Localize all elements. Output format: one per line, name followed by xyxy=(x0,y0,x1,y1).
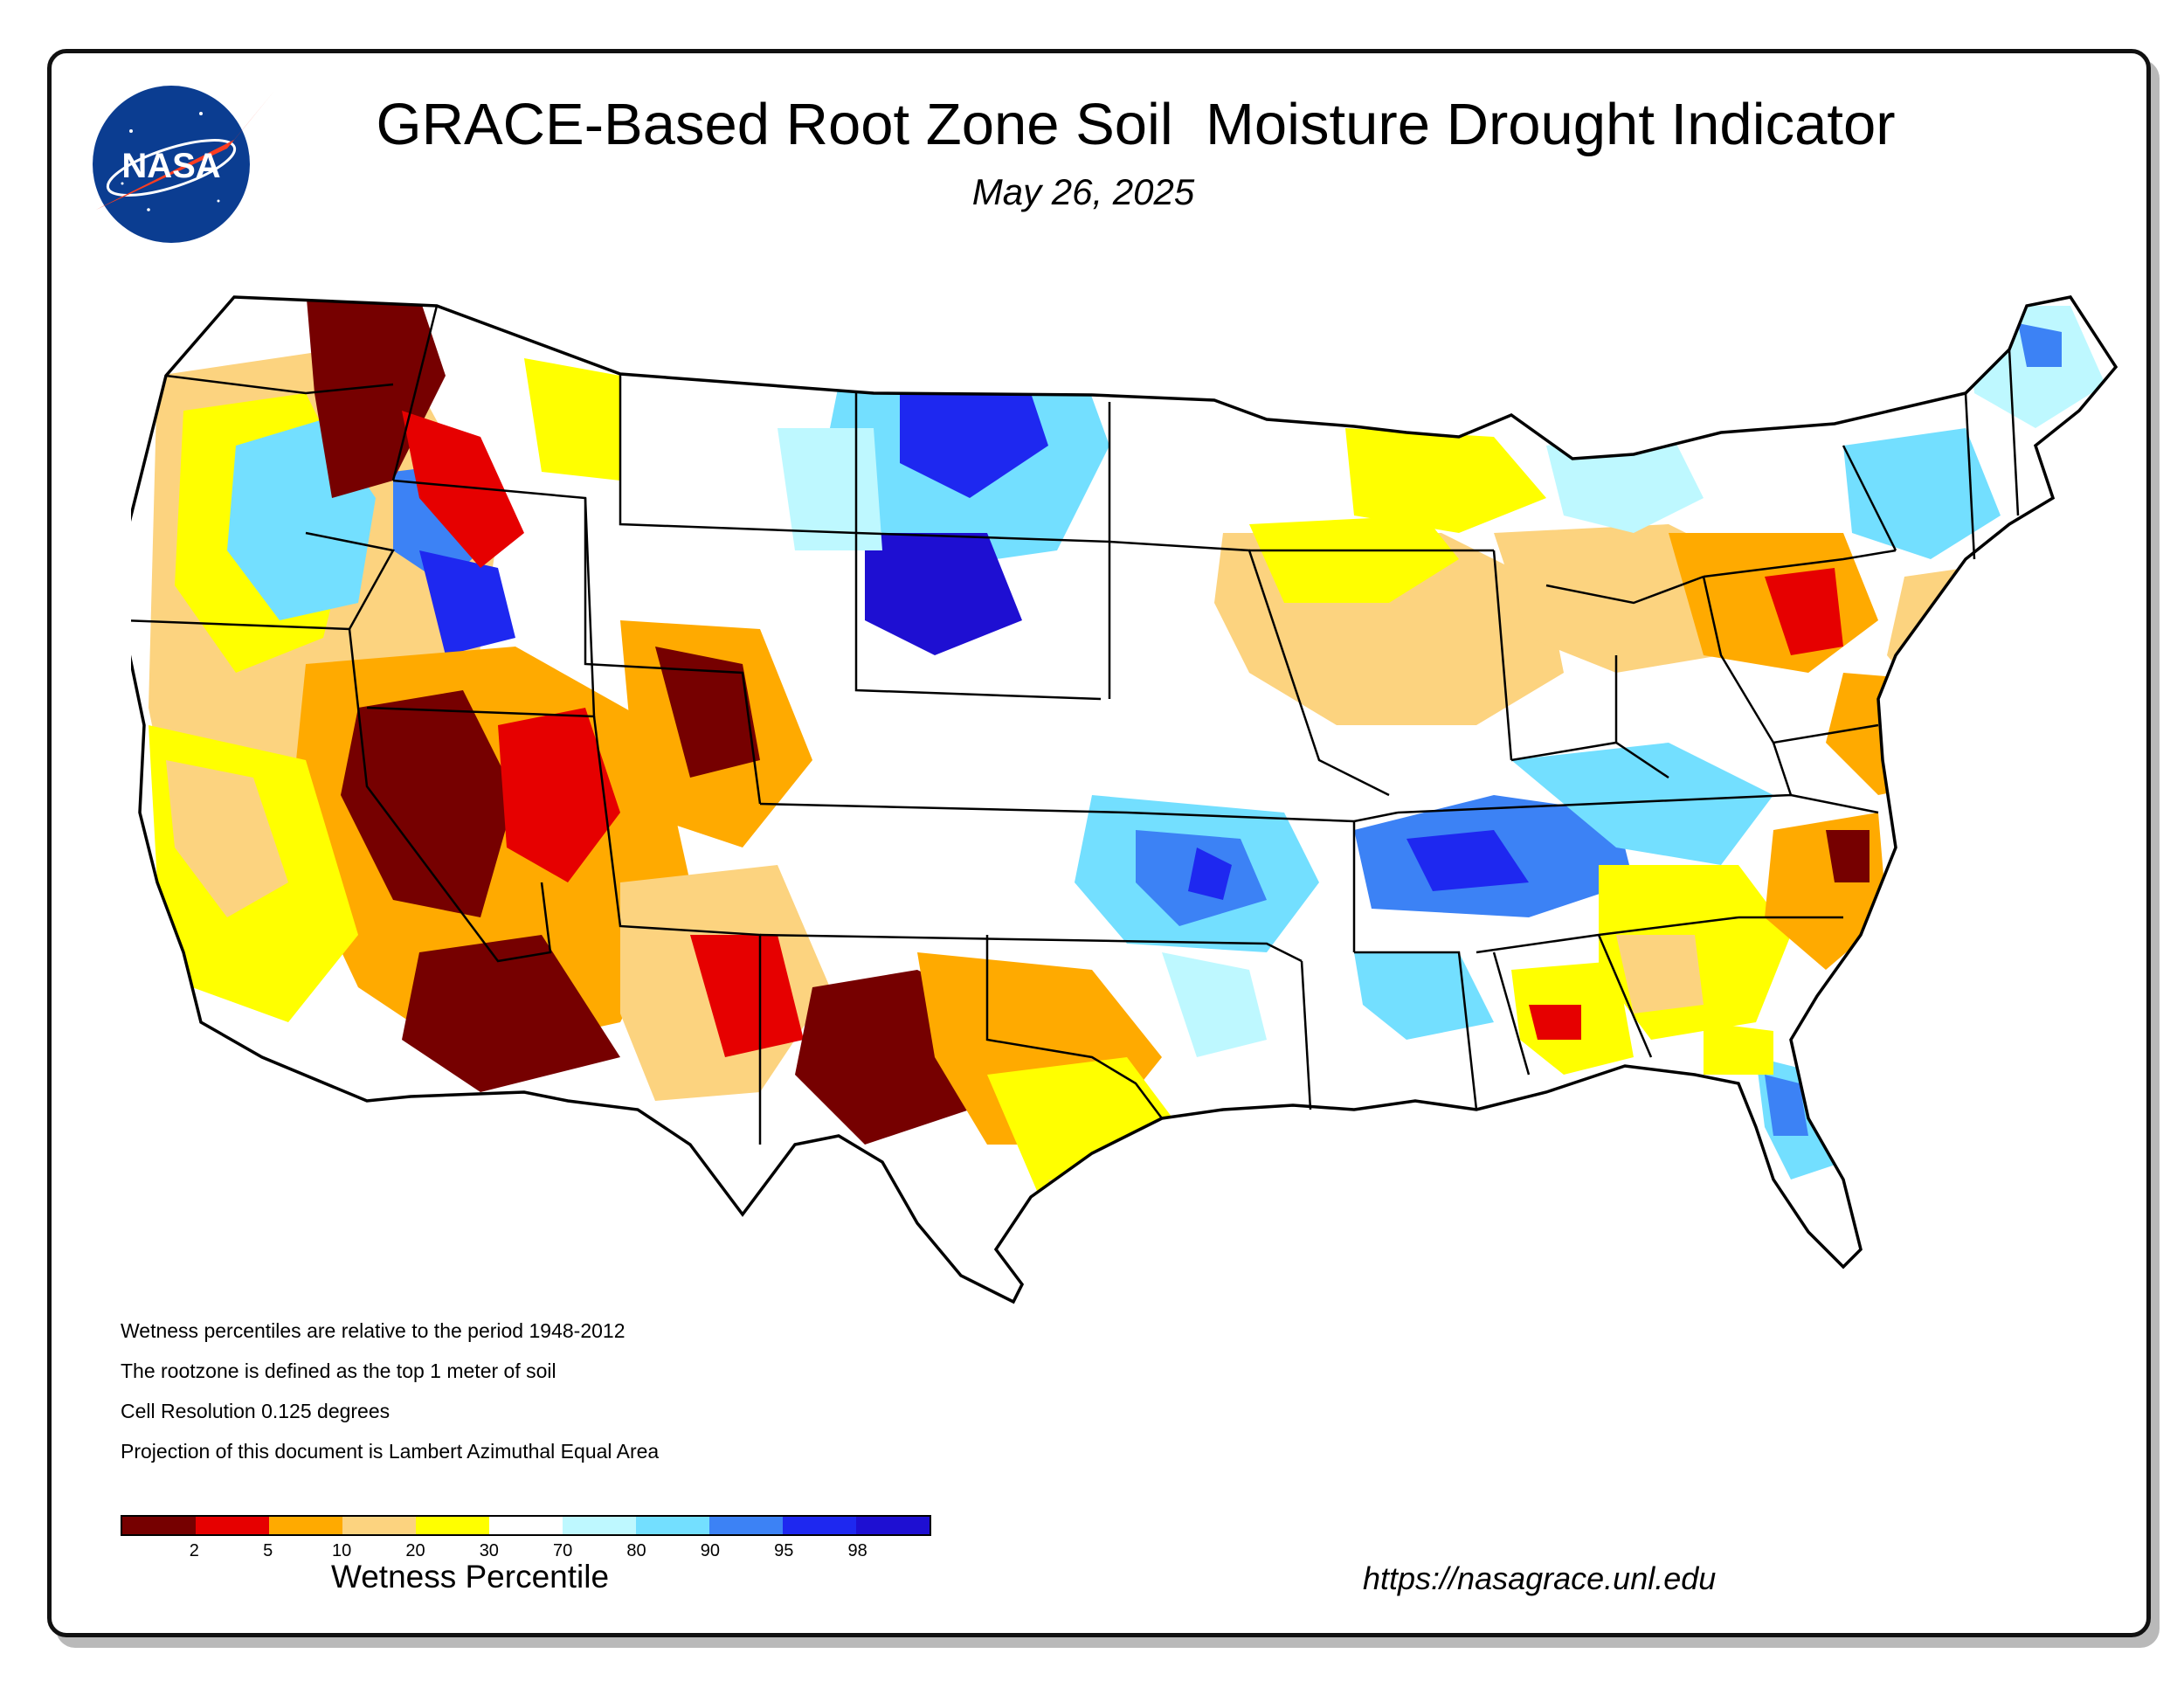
legend-swatch xyxy=(416,1517,489,1534)
legend-tick-label: 10 xyxy=(331,1541,352,1560)
note-rootzone-definition: The rootzone is defined as the top 1 met… xyxy=(121,1359,556,1382)
wetness-legend: 2 5 10 20 30 70 80 90 95 98 Wetness Percentile xyxy=(121,1515,931,1595)
source-url[interactable]: https://nasagrace.unl.edu xyxy=(1363,1560,1717,1596)
state-boundaries xyxy=(131,295,2118,1304)
legend-tick-label: 98 xyxy=(847,1541,867,1560)
legend-tick-label: 20 xyxy=(405,1541,425,1560)
legend-swatch xyxy=(636,1517,709,1534)
nasa-logo-wordmark: NASA xyxy=(121,147,220,185)
legend-tick-label: 5 xyxy=(263,1541,273,1560)
legend-tick-label: 80 xyxy=(626,1541,646,1560)
map-date: May 26, 2025 xyxy=(971,171,1195,212)
note-percentile-period: Wetness percentiles are relative to the … xyxy=(121,1319,625,1342)
legend-swatch xyxy=(269,1517,342,1534)
wetness-raster xyxy=(131,297,2116,1302)
legend-swatch xyxy=(196,1517,269,1534)
legend-title: Wetness Percentile xyxy=(330,1559,610,1595)
note-cell-resolution: Cell Resolution 0.125 degrees xyxy=(121,1400,390,1422)
legend-color-bar xyxy=(121,1515,931,1536)
legend-tick-labels: 2 5 10 20 30 70 80 90 95 98 xyxy=(121,1536,931,1562)
nasa-logo: NASA xyxy=(93,86,274,243)
legend-swatch xyxy=(122,1517,196,1534)
map-notes: Wetness percentiles are relative to the … xyxy=(121,1319,659,1480)
note-projection: Projection of this document is Lambert A… xyxy=(121,1440,660,1463)
legend-swatch xyxy=(342,1517,416,1534)
legend-swatch xyxy=(856,1517,930,1534)
legend-swatch xyxy=(709,1517,783,1534)
legend-tick-label: 30 xyxy=(479,1541,499,1560)
nasa-logo-globe xyxy=(93,86,250,243)
legend-swatch xyxy=(489,1517,563,1534)
us-drought-map xyxy=(131,295,2118,1304)
legend-tick-label: 90 xyxy=(700,1541,721,1560)
map-title: GRACE-Based Root Zone Soil Moisture Drou… xyxy=(376,92,1896,157)
legend-tick-label: 2 xyxy=(189,1541,199,1560)
legend-tick-label: 95 xyxy=(774,1541,794,1560)
legend-tick-label: 70 xyxy=(553,1541,573,1560)
legend-swatch xyxy=(783,1517,856,1534)
legend-swatch xyxy=(563,1517,636,1534)
